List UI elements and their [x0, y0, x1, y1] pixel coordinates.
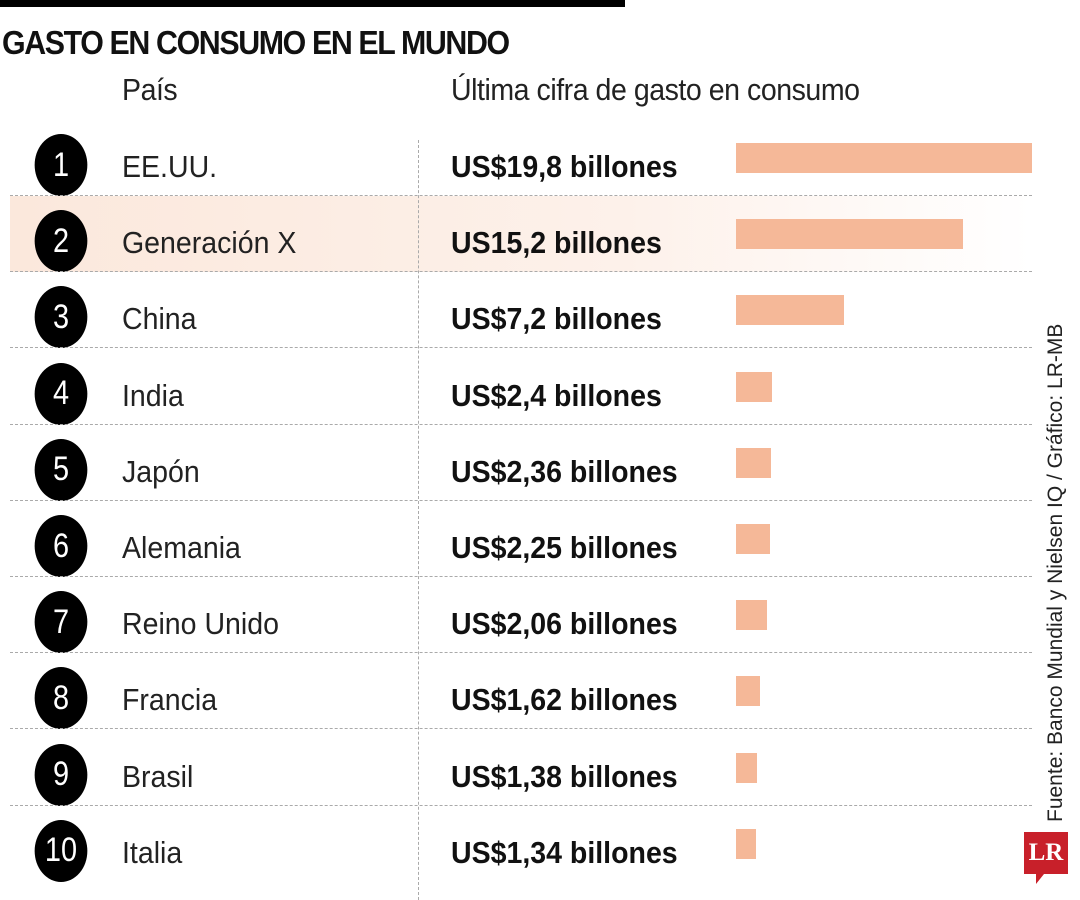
table-row: 10 Italia US$1,34 billones	[0, 806, 1032, 882]
rank-badge: 9	[34, 743, 88, 806]
source-note: Fuente: Banco Mundial y Nielsen IQ / Grá…	[1044, 323, 1067, 822]
bar	[736, 524, 770, 554]
row-divider	[10, 652, 1032, 654]
rank-badge: 5	[34, 438, 88, 501]
value-label: US15,2 billones	[451, 225, 662, 261]
header-country: País	[122, 72, 178, 107]
rank-badge: 1	[34, 134, 88, 196]
country-label: India	[122, 377, 184, 413]
country-label: Italia	[122, 834, 183, 870]
bar	[736, 295, 844, 326]
bar	[736, 447, 772, 478]
bar	[736, 828, 756, 859]
table-row: 6 Alemania US$2,25 billones	[0, 501, 1032, 577]
row-divider	[10, 728, 1032, 730]
bar	[736, 143, 1032, 173]
row-divider	[10, 576, 1032, 577]
country-label: Brasil	[122, 758, 194, 794]
table-row: 7 Reino Unido US$2,06 billones	[0, 577, 1032, 654]
value-label: US$2,06 billones	[451, 606, 678, 642]
bar	[736, 600, 767, 631]
rank-badge: 8	[34, 667, 88, 730]
rank-badge: 3	[34, 286, 88, 349]
table-row: 1 EE.UU. US$19,8 billones	[0, 120, 1032, 196]
bar	[736, 676, 761, 707]
country-label: Francia	[122, 682, 218, 718]
value-label: US$1,62 billones	[451, 682, 678, 718]
bar	[736, 219, 964, 250]
value-label: US$2,25 billones	[451, 530, 678, 565]
table-row: 8 Francia US$1,62 billones	[0, 653, 1032, 730]
table-row: 5 Japón US$2,36 billones	[0, 425, 1032, 501]
value-label: US$1,34 billones	[451, 834, 678, 870]
row-divider	[10, 499, 1032, 501]
row-divider	[10, 804, 1032, 806]
country-label: Alemania	[122, 530, 241, 565]
value-label: US$7,2 billones	[451, 301, 662, 337]
value-label: US$2,4 billones	[451, 377, 662, 413]
rank-badge: 4	[34, 362, 88, 425]
value-label: US$19,8 billones	[451, 149, 678, 184]
bar	[736, 752, 757, 783]
lr-logo: LR	[1024, 832, 1068, 884]
header-value: Última cifra de gasto en consumo	[451, 72, 860, 107]
column-divider	[418, 140, 419, 900]
row-divider	[10, 423, 1032, 425]
country-label: Generación X	[122, 225, 297, 261]
table-row: 3 China US$7,2 billones	[0, 272, 1032, 349]
row-divider	[10, 271, 1032, 273]
top-rule	[0, 0, 625, 7]
row-divider	[10, 347, 1032, 349]
table-row: 2 Generación X US15,2 billones	[10, 196, 1032, 273]
country-label: EE.UU.	[122, 149, 218, 184]
bar	[736, 371, 772, 402]
rank-badge: 10	[34, 819, 88, 882]
table-row: 4 India US$2,4 billones	[0, 349, 1032, 425]
country-label: Japón	[122, 453, 200, 489]
table-row: 9 Brasil US$1,38 billones	[0, 730, 1032, 806]
rank-badge: 2	[34, 210, 88, 273]
rank-badge: 7	[34, 591, 88, 654]
value-label: US$1,38 billones	[451, 758, 678, 794]
country-label: Reino Unido	[122, 606, 279, 642]
rank-badge: 6	[34, 515, 88, 577]
value-label: US$2,36 billones	[451, 453, 678, 489]
country-label: China	[122, 301, 197, 337]
chart-title: GASTO EN CONSUMO EN EL MUNDO	[2, 24, 510, 61]
row-divider	[10, 195, 1032, 196]
